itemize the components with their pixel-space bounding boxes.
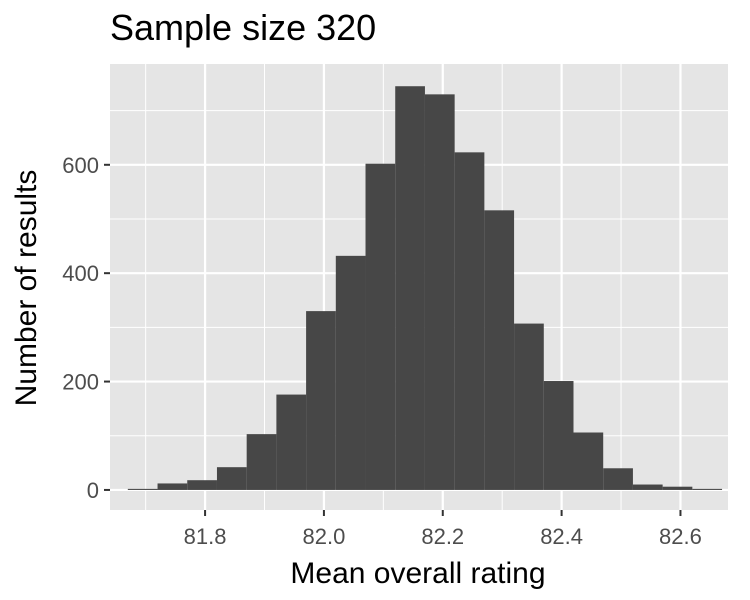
histogram-bar xyxy=(246,434,277,490)
histogram-bar xyxy=(306,311,336,490)
histogram-bar xyxy=(157,483,188,490)
histogram-bars xyxy=(127,86,723,490)
histogram-bar xyxy=(216,467,247,490)
x-tick-label: 81.8 xyxy=(184,524,227,549)
histogram-bar xyxy=(127,488,158,490)
histogram-bar xyxy=(603,468,633,490)
histogram-bar xyxy=(573,432,604,490)
histogram-bar xyxy=(692,488,723,490)
y-tick-label: 400 xyxy=(62,261,99,286)
x-axis-title: Mean overall rating xyxy=(290,557,545,590)
histogram-bar xyxy=(514,323,544,490)
histogram-bar xyxy=(543,381,574,490)
histogram-bar xyxy=(662,486,693,490)
histogram-bar xyxy=(276,394,307,490)
x-tick-label: 82.6 xyxy=(659,524,702,549)
y-axis-ticks: 0 200 400 600 xyxy=(62,153,110,503)
y-tick-label: 600 xyxy=(62,153,99,178)
histogram-bar xyxy=(187,480,217,490)
x-axis-ticks: 81.8 82.0 82.2 82.4 82.6 xyxy=(184,510,702,549)
histogram-bar xyxy=(365,163,396,490)
x-tick-label: 82.4 xyxy=(540,524,583,549)
x-tick-label: 82.0 xyxy=(303,524,346,549)
y-tick-label: 0 xyxy=(87,478,99,503)
histogram-bar xyxy=(335,255,366,490)
histogram-bar xyxy=(632,484,663,490)
y-tick-label: 200 xyxy=(62,370,99,395)
histogram-bar xyxy=(424,94,455,490)
histogram-bar xyxy=(395,86,425,490)
histogram-bar xyxy=(454,152,485,490)
chart-title: Sample size 320 xyxy=(110,7,376,48)
histogram-bar xyxy=(484,210,515,490)
x-tick-label: 82.2 xyxy=(421,524,464,549)
y-axis-title: Number of results xyxy=(10,170,43,407)
